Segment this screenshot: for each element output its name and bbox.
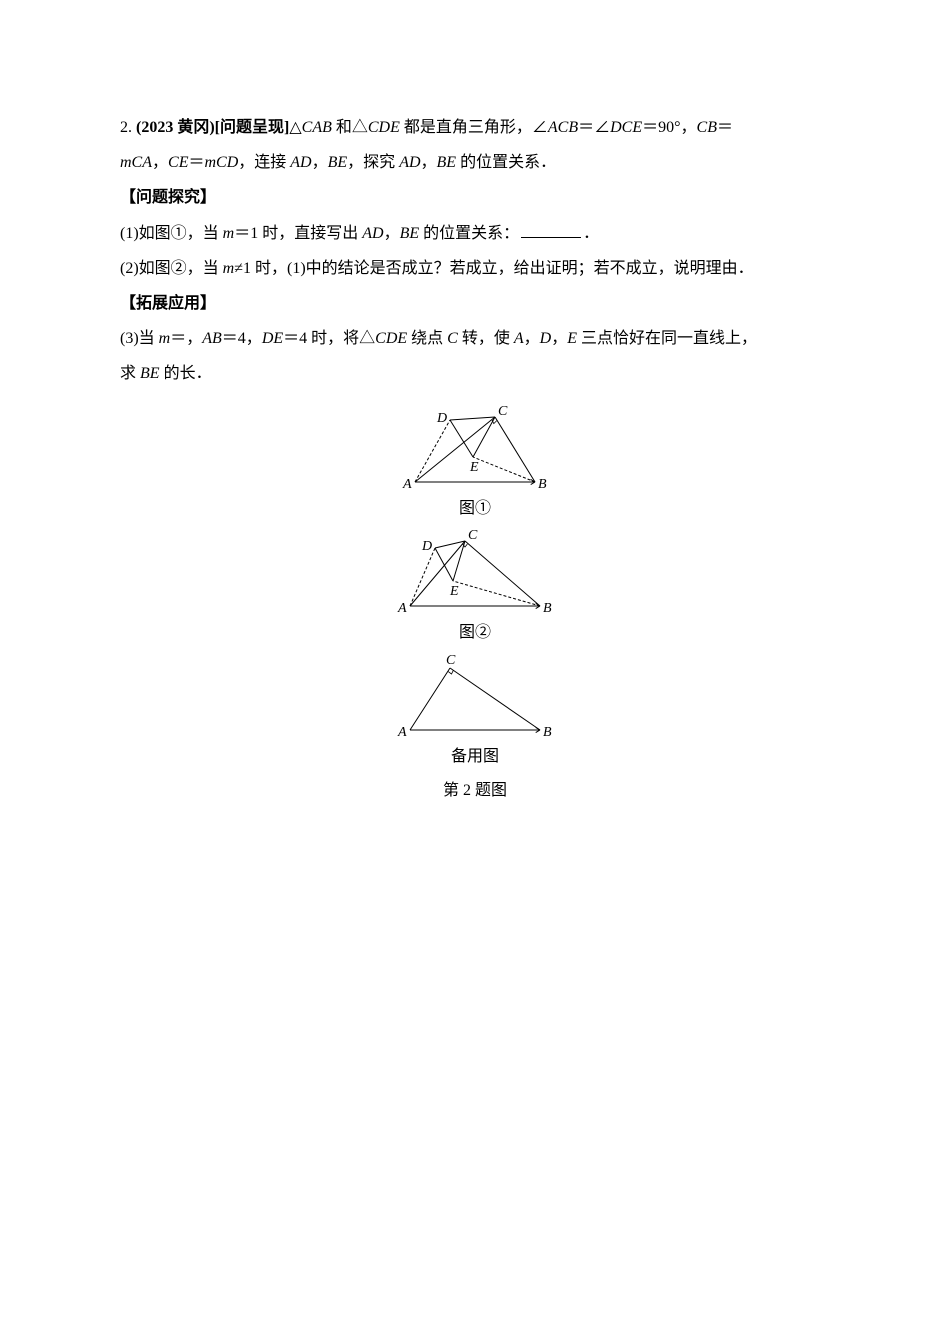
- svg-text:C: C: [446, 653, 456, 668]
- svg-text:E: E: [449, 584, 459, 599]
- figure-3-caption: 备用图: [395, 742, 555, 766]
- section2-title: 【拓展应用】: [120, 286, 830, 321]
- source: (2023 黄冈)[问题呈现]: [136, 119, 289, 136]
- figures: A B C D E 图① A B C D E 图② A B C 备用图 第 2 题图: [120, 402, 830, 800]
- question-1: (1)如图①，当 m＝1 时，直接写出 AD，BE 的位置关系：．: [120, 216, 830, 251]
- question-2: (2)如图②，当 m≠1 时，(1)中的结论是否成立？若成立，给出证明；若不成立…: [120, 251, 830, 286]
- figure-2-container: A B C D E 图②: [395, 526, 555, 642]
- figure-2-caption: 图②: [395, 618, 555, 642]
- figure-3-container: A B C 备用图: [395, 650, 555, 766]
- question-3-line2: 求 BE 的长．: [120, 356, 830, 391]
- svg-text:E: E: [469, 460, 479, 475]
- figure-1-caption: 图①: [400, 494, 550, 518]
- svg-text:D: D: [421, 539, 432, 554]
- figure-2: A B C D E: [395, 526, 555, 616]
- svg-text:C: C: [498, 404, 508, 419]
- problem-number: 2.: [120, 119, 132, 136]
- question-3-line1: (3)当 m＝，AB＝4，DE＝4 时，将△CDE 绕点 C 转，使 A，D，E…: [120, 321, 830, 356]
- problem-text: 2. (2023 黄冈)[问题呈现]△CAB 和△CDE 都是直角三角形，∠AC…: [120, 110, 830, 392]
- svg-text:A: A: [397, 725, 407, 740]
- svg-text:A: A: [402, 477, 412, 492]
- section1-title: 【问题探究】: [120, 180, 830, 215]
- svg-text:B: B: [543, 601, 552, 616]
- final-caption: 第 2 题图: [443, 776, 507, 800]
- figure-3: A B C: [395, 650, 555, 740]
- svg-text:B: B: [543, 725, 552, 740]
- svg-text:B: B: [538, 477, 547, 492]
- intro-line1: 2. (2023 黄冈)[问题呈现]△CAB 和△CDE 都是直角三角形，∠AC…: [120, 110, 830, 145]
- intro-line2: mCA，CE＝mCD，连接 AD，BE，探究 AD，BE 的位置关系．: [120, 145, 830, 180]
- svg-text:D: D: [436, 411, 447, 426]
- figure-1-container: A B C D E 图①: [400, 402, 550, 518]
- svg-text:A: A: [397, 601, 407, 616]
- figure-1: A B C D E: [400, 402, 550, 492]
- svg-text:C: C: [468, 528, 478, 543]
- answer-blank: [521, 222, 581, 238]
